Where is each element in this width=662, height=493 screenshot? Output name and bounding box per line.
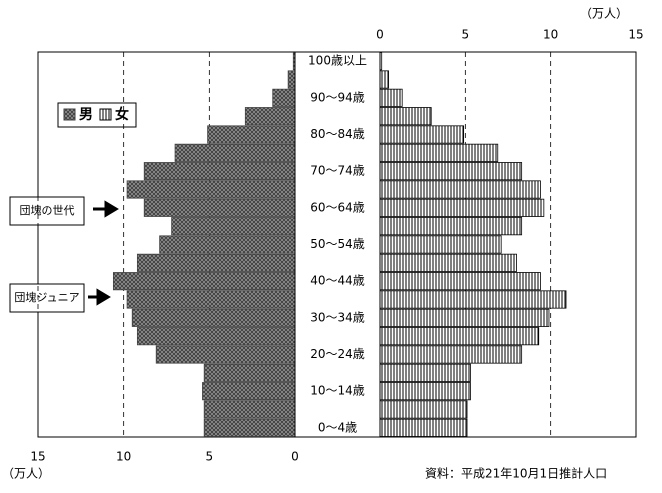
category-label: 30～34歳 (310, 310, 365, 324)
x-tick-label: 10 (543, 28, 558, 42)
bar (203, 400, 296, 419)
annotation-arrow (88, 288, 111, 306)
bar (131, 308, 296, 327)
bar (171, 217, 296, 236)
category-label: 50～54歳 (310, 237, 365, 251)
x-tick-label: 15 (30, 450, 45, 464)
bar (379, 327, 540, 346)
annotation: 団塊ジュニア (14, 291, 79, 304)
x-tick-label: 5 (462, 28, 470, 42)
category-label: 90～94歳 (310, 90, 365, 104)
bar (379, 272, 541, 291)
annotation-box (9, 196, 85, 226)
bar (379, 70, 389, 89)
category-label: 60～64歳 (310, 200, 365, 214)
bar (379, 382, 471, 401)
x-tick-label: 0 (376, 28, 384, 42)
bar (379, 125, 465, 144)
bar (379, 217, 523, 236)
x-tick-label: 5 (206, 450, 214, 464)
bar (379, 162, 523, 181)
bar (112, 272, 296, 291)
bar (379, 418, 468, 437)
category-label: 40～44歳 (310, 274, 365, 288)
bar (207, 125, 296, 144)
bar (126, 290, 296, 309)
x-tick-label: 15 (628, 28, 643, 42)
bar (136, 327, 296, 346)
bar (379, 400, 468, 419)
source-note: 資料：平成21年10月1日推計人口 (425, 466, 607, 481)
bar (379, 107, 432, 126)
legend: 男女 (57, 102, 137, 128)
bar (379, 345, 523, 364)
annotation-arrow (93, 200, 119, 218)
bar (287, 70, 296, 89)
legend-swatch (63, 108, 76, 121)
legend-label: 男 (79, 107, 93, 123)
bar (379, 143, 499, 162)
unit-label: （万人） (580, 7, 628, 21)
unit-label: （万人） (2, 467, 50, 481)
category-label: 20～24歳 (310, 347, 365, 361)
bar (155, 345, 296, 364)
bar (379, 235, 502, 254)
category-label: 0～4歳 (318, 420, 357, 434)
bar (174, 143, 296, 162)
bar (143, 198, 296, 217)
category-label: 10～14歳 (310, 384, 365, 398)
bar (379, 253, 517, 272)
bar (379, 290, 567, 309)
bar (379, 363, 471, 382)
bar (143, 162, 296, 181)
bar (379, 308, 550, 327)
bar (379, 180, 541, 199)
bar (379, 198, 545, 217)
bar (379, 88, 403, 107)
bar (126, 180, 296, 199)
annotation: 団塊の世代 (20, 204, 75, 217)
bar (203, 418, 296, 437)
annotation-box (9, 283, 85, 313)
category-label: 70～74歳 (310, 164, 365, 178)
bar (272, 88, 296, 107)
bar (136, 253, 296, 272)
bar (159, 235, 296, 254)
category-label: 100歳以上 (308, 54, 367, 68)
bar (244, 107, 296, 126)
x-tick-label: 0 (291, 450, 299, 464)
bar (203, 363, 296, 382)
legend-swatch (99, 108, 112, 121)
bar (202, 382, 296, 401)
legend-label: 女 (115, 106, 129, 123)
x-tick-label: 10 (116, 450, 131, 464)
category-label: 80～84歳 (310, 127, 365, 141)
